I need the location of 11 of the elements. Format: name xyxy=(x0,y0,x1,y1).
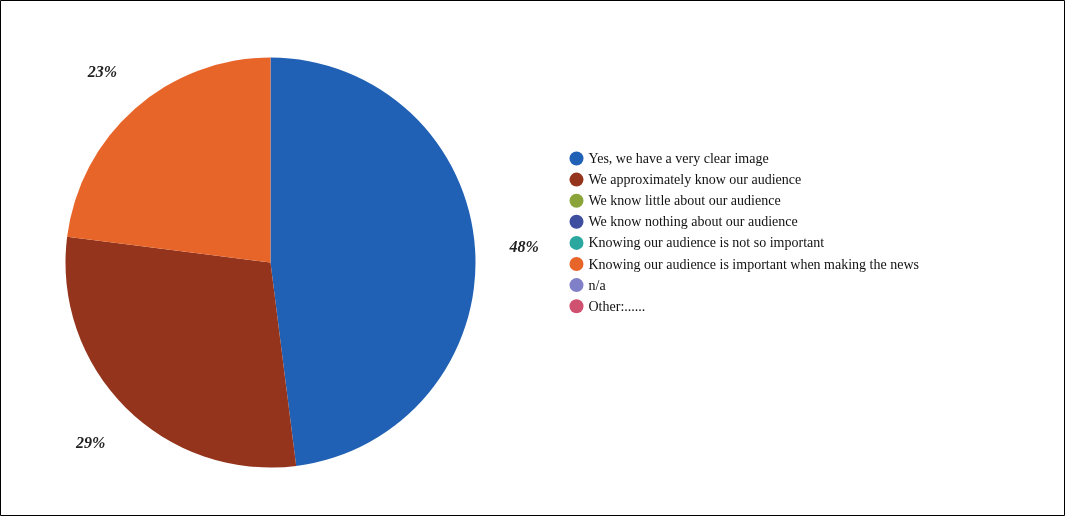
legend-label: Yes, we have a very clear image xyxy=(588,151,769,166)
legend-label: n/a xyxy=(588,277,607,293)
data-label: 29% xyxy=(75,433,106,451)
legend-label: Other:...... xyxy=(588,298,646,314)
data-label: 48% xyxy=(508,238,539,256)
legend-label: We approximately know our audience xyxy=(588,172,802,188)
legend-label: We know little about our audience xyxy=(588,193,781,209)
legend-label: Knowing our audience is not so important xyxy=(588,235,825,251)
legend-label: Knowing our audience is important when making the news xyxy=(588,256,919,272)
legend-label: We know nothing about our audience xyxy=(588,214,798,230)
data-label: 23% xyxy=(86,63,118,81)
